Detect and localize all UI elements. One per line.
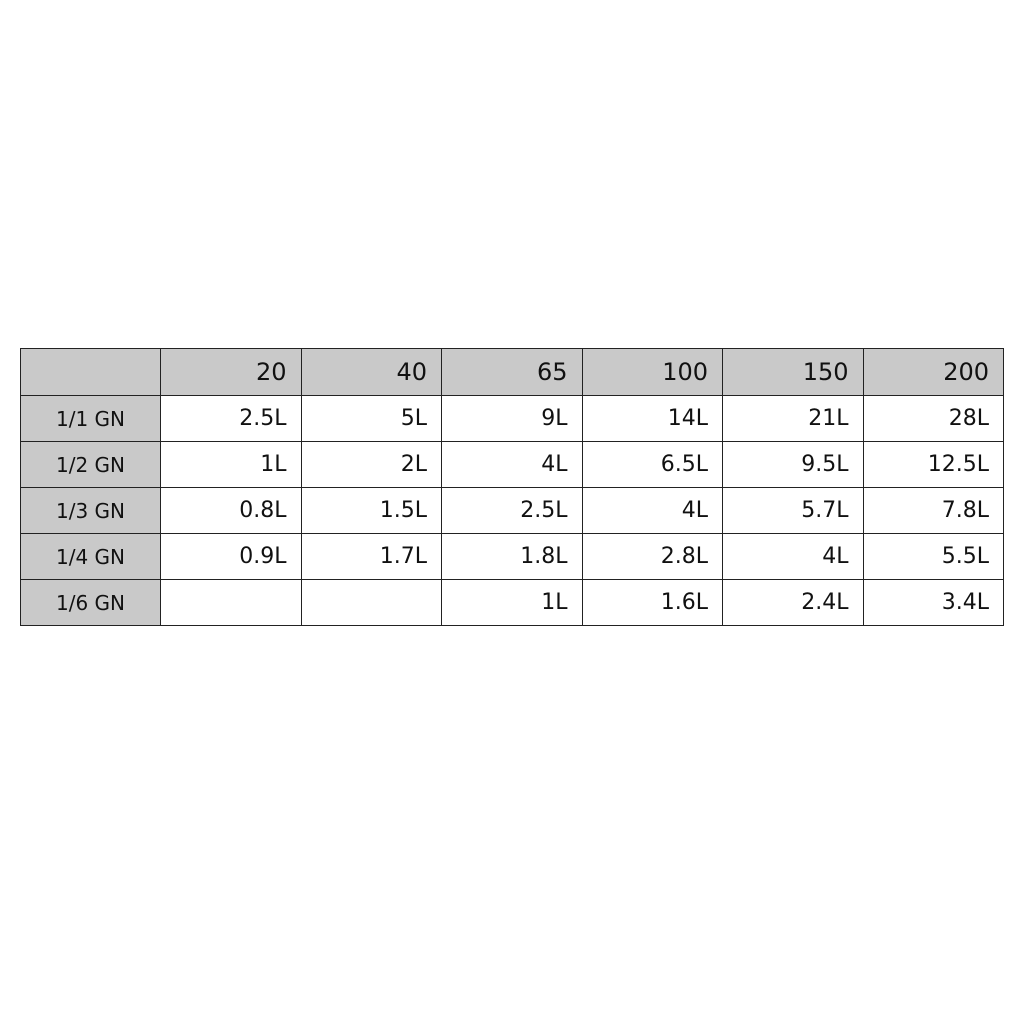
table-cell: 21L <box>722 395 864 442</box>
table-cell: 6.5L <box>581 441 723 488</box>
table-cell: 5L <box>300 395 442 442</box>
table-cell: 9L <box>441 395 583 442</box>
table-cell: 2.5L <box>160 395 302 442</box>
header-cell: 20 <box>160 348 302 396</box>
row-label: 1/4 GN <box>20 533 161 580</box>
table-cell: 1.8L <box>441 533 583 580</box>
table-cell: 28L <box>862 395 1004 442</box>
header-cell: 40 <box>300 348 442 396</box>
table-cell: 7.8L <box>862 487 1004 534</box>
row-label: 1/3 GN <box>20 487 161 534</box>
table-cell: 1.5L <box>300 487 442 534</box>
table-row: 1/2 GN 1L 2L 4L 6.5L 9.5L 12.5L <box>20 441 1004 488</box>
row-label: 1/6 GN <box>20 579 161 626</box>
table-row: 1/1 GN 2.5L 5L 9L 14L 21L 28L <box>20 395 1004 442</box>
table-cell: 0.9L <box>160 533 302 580</box>
table-cell: 9.5L <box>722 441 864 488</box>
corner-cell <box>20 348 161 396</box>
header-cell: 65 <box>441 348 583 396</box>
header-row: 20 40 65 100 150 200 <box>20 348 1004 396</box>
table-cell: 3.4L <box>862 579 1004 626</box>
table-body: 20 40 65 100 150 200 1/1 GN 2.5L 5L 9L 14L 21L 28L 1/… <box>20 348 1004 626</box>
table-cell: 12.5L <box>862 441 1004 488</box>
table-row: 1/6 GN 1L 1.6L 2.4L 3.4L <box>20 579 1004 626</box>
table-cell: 4L <box>441 441 583 488</box>
table-cell: 2L <box>300 441 442 488</box>
empty-cell <box>160 579 302 626</box>
table-cell: 0.8L <box>160 487 302 534</box>
table-cell: 1.7L <box>300 533 442 580</box>
table-cell: 1L <box>441 579 583 626</box>
header-cell: 100 <box>581 348 723 396</box>
row-label: 1/1 GN <box>20 395 161 442</box>
table-cell: 4L <box>581 487 723 534</box>
table-cell: 14L <box>581 395 723 442</box>
table-cell: 5.7L <box>722 487 864 534</box>
table-cell: 5.5L <box>862 533 1004 580</box>
table-cell: 2.5L <box>441 487 583 534</box>
table-cell: 1L <box>160 441 302 488</box>
row-label: 1/2 GN <box>20 441 161 488</box>
table-row: 1/4 GN 0.9L 1.7L 1.8L 2.8L 4L 5.5L <box>20 533 1004 580</box>
table-cell: 2.8L <box>581 533 723 580</box>
table-cell: 2.4L <box>722 579 864 626</box>
header-cell: 150 <box>722 348 864 396</box>
table-cell: 4L <box>722 533 864 580</box>
table-row: 1/3 GN 0.8L 1.5L 2.5L 4L 5.7L 7.8L <box>20 487 1004 534</box>
header-cell: 200 <box>862 348 1004 396</box>
capacity-table: 20 40 65 100 150 200 1/1 GN 2.5L 5L 9L 14L 21L 28L 1/… <box>20 348 1004 626</box>
table-cell: 1.6L <box>581 579 723 626</box>
empty-cell <box>300 579 442 626</box>
